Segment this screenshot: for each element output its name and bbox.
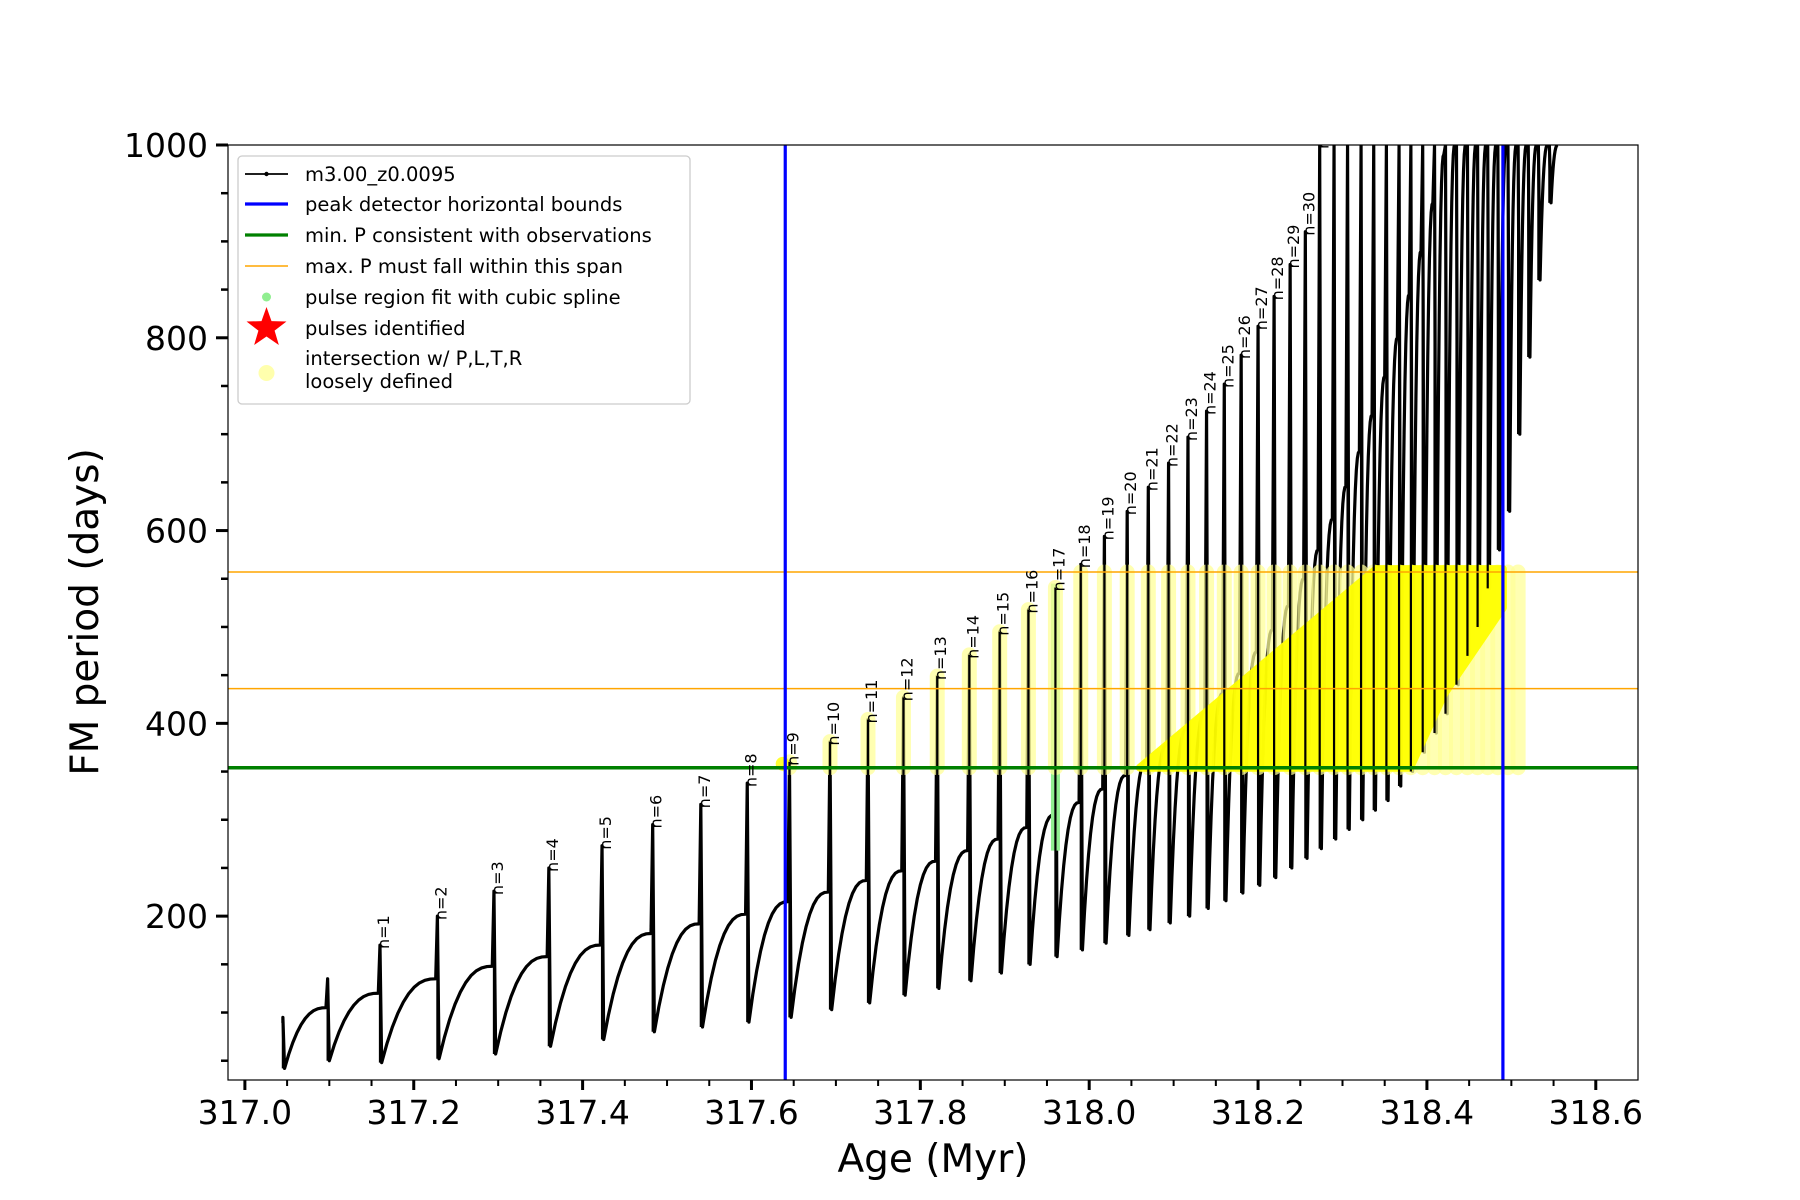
pulse-number-label: n=15 <box>994 592 1013 636</box>
pulse-number-label: n=19 <box>1098 496 1117 540</box>
legend-label: peak detector horizontal bounds <box>305 193 622 216</box>
legend-swatch-circle <box>258 365 275 381</box>
y-axis-title: FM period (days) <box>63 448 108 776</box>
legend-label: intersection w/ P,L,T,R <box>305 347 522 370</box>
legend-label: loosely defined <box>305 370 453 393</box>
plot-frame <box>227 144 1639 1081</box>
x-tick-label: 317.6 <box>704 1093 798 1132</box>
pulse-number-label: n=26 <box>1235 315 1254 359</box>
axes-layer: 317.0 317.2 317.4 317.6 317.8 318.0 318.2 318.4… <box>124 126 1643 1132</box>
pulse-number-label: n=17 <box>1049 548 1068 592</box>
x-tick-label: 317.2 <box>367 1093 461 1132</box>
pulse-number-label: n=29 <box>1284 225 1303 269</box>
y-tick-label: 600 <box>145 512 208 551</box>
y-tick-label: 1000 <box>124 126 208 165</box>
pulse-number-label: n=18 <box>1075 524 1094 568</box>
pulse-number-label: n=5 <box>596 816 615 850</box>
x-tick-label: 318.6 <box>1549 1093 1643 1132</box>
pulse-number-label: n=14 <box>963 615 982 659</box>
pulse-number-label: n=4 <box>543 838 562 872</box>
legend-swatch-marker <box>264 171 269 177</box>
y-tick-label: 800 <box>145 319 208 358</box>
pulse-number-label: n=8 <box>741 753 760 787</box>
pulse-number-label: n=23 <box>1182 397 1201 441</box>
x-tick-label: 317.0 <box>198 1093 292 1132</box>
pulse-number-label: n=28 <box>1268 256 1287 300</box>
pulse-number-label: n=9 <box>783 732 802 766</box>
pulse-number-label: n=30 <box>1299 192 1318 236</box>
pulse-number-label: n=16 <box>1022 570 1041 614</box>
legend-swatch-star <box>246 307 287 345</box>
pulse-number-label: n=24 <box>1201 371 1220 415</box>
x-axis-title: Age (Myr) <box>837 1137 1028 1182</box>
y-tick-label: 400 <box>145 704 208 743</box>
x-tick-label: 318.4 <box>1380 1093 1474 1132</box>
pulse-number-label: n=10 <box>824 702 843 746</box>
pulse-number-label: n=22 <box>1163 423 1182 467</box>
x-tick-label: 317.8 <box>873 1093 967 1132</box>
pulse-number-label: n=1 <box>374 915 393 949</box>
pulse-number-label: n=3 <box>488 861 507 895</box>
pulse-number-label: n=11 <box>862 680 881 724</box>
legend-label: min. P consistent with observations <box>305 224 652 247</box>
pulse-number-label: n=31 <box>1314 105 1333 149</box>
pulse-number-label: n=13 <box>931 636 950 680</box>
legend-box <box>237 155 691 405</box>
legend-label: m3.00_z0.0095 <box>305 163 456 186</box>
legend-swatch-dot <box>262 292 271 302</box>
legend-label: max. P must fall within this span <box>305 255 623 278</box>
legend-label: pulse region fit with cubic spline <box>305 286 621 309</box>
legend-label: pulses identified <box>305 317 466 340</box>
x-tick-label: 318.0 <box>1042 1093 1136 1132</box>
y-tick-label: 200 <box>145 897 208 936</box>
x-tick-label: 317.4 <box>535 1093 629 1132</box>
pulse-number-label: n=7 <box>695 775 714 809</box>
axis-titles: Age (Myr) FM period (days) <box>63 448 1029 1182</box>
pulse-number-label: n=6 <box>647 795 666 829</box>
pulse-number-label: n=27 <box>1252 286 1271 330</box>
data-layer: n=1 n=2 n=3 n=4 n=5 n=6 n=7 n=8 n=9 n=10 n=11 n=12 n… <box>228 105 1638 1080</box>
pulse-number-label: n=12 <box>897 657 916 701</box>
x-tick-label: 318.2 <box>1211 1093 1305 1132</box>
pulse-number-label: n=25 <box>1218 344 1237 388</box>
pulse-number-label: n=21 <box>1142 447 1161 491</box>
pulse-number-label: n=2 <box>431 886 450 920</box>
pulse-number-label: n=20 <box>1121 471 1140 515</box>
